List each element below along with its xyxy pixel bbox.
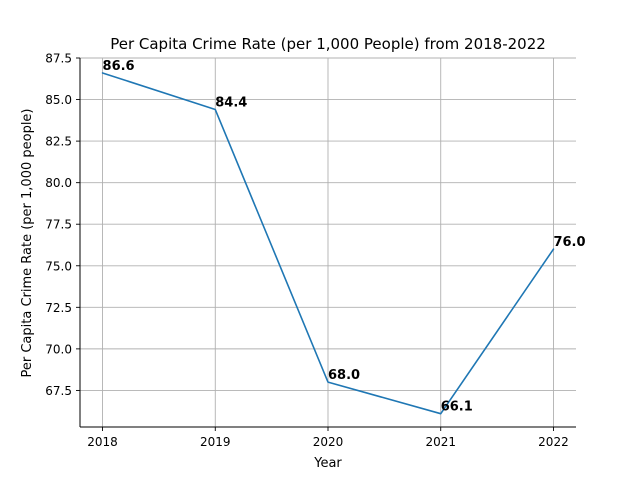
x-tick-label: 2021 (425, 435, 456, 449)
series-line-layer (101, 72, 555, 415)
data-label: 66.1 (441, 400, 473, 415)
y-tick-label: 77.5 (45, 218, 72, 232)
y-tick-label: 85.0 (45, 93, 72, 107)
series-line (101, 72, 555, 415)
grid-lines (80, 57, 576, 427)
x-tick-label: 2020 (313, 435, 344, 449)
y-tick-label: 72.5 (45, 301, 72, 315)
y-tick-label: 82.5 (45, 135, 72, 149)
data-label: 86.6 (103, 59, 135, 74)
data-labels: 86.6 84.4 68.0 66.1 76.0 (103, 59, 586, 415)
y-tick-label: 67.5 (45, 384, 72, 398)
x-tick-label: 2018 (87, 435, 118, 449)
data-label: 76.0 (553, 235, 585, 250)
x-axis-title: Year (313, 456, 342, 471)
data-label: 68.0 (328, 368, 360, 383)
axes: 2018 2019 2020 2021 2022 67.5 70.0 72.5 75.0 77.5… (45, 52, 576, 449)
x-tick-label: 2022 (538, 435, 569, 449)
data-label: 84.4 (215, 96, 247, 111)
x-tick-label: 2019 (200, 435, 231, 449)
y-axis-title: Per Capita Crime Rate (per 1,000 people) (20, 108, 35, 377)
y-tick-label: 87.5 (45, 52, 72, 66)
y-tick-label: 75.0 (45, 259, 72, 273)
y-tick-label: 80.0 (45, 176, 72, 190)
y-tick-label: 70.0 (45, 342, 72, 356)
chart-title: Per Capita Crime Rate (per 1,000 People)… (110, 35, 546, 53)
